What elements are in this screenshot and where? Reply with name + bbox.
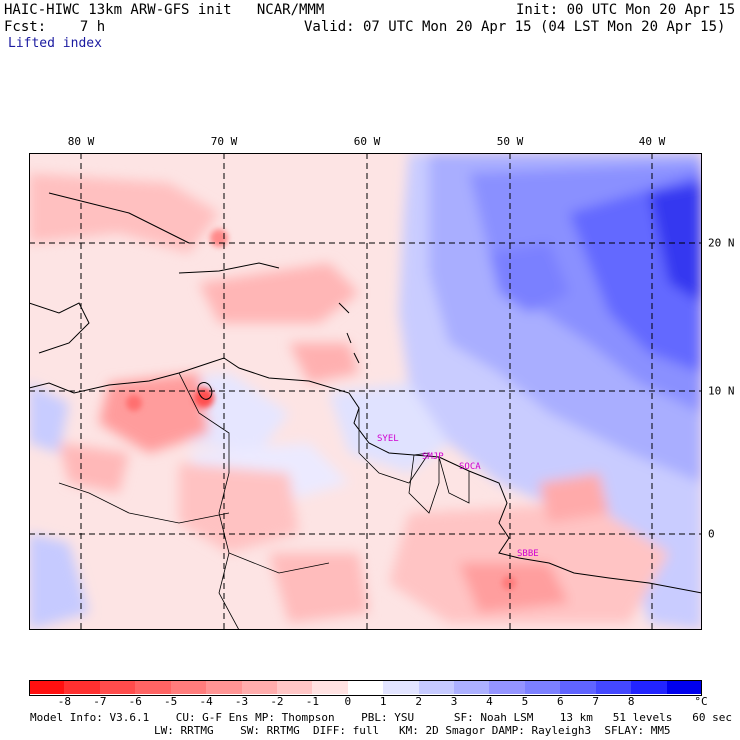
colorbar-tick-label: 4 bbox=[486, 695, 493, 708]
colorbar-tick-label: 0 bbox=[344, 695, 352, 708]
forecast-hour: Fcst: 7 h bbox=[4, 19, 106, 35]
station-label-syel: SYEL bbox=[377, 434, 399, 444]
colorbar-tick-label: -2 bbox=[270, 695, 284, 708]
colorbar-segment bbox=[170, 680, 207, 694]
model-info-line1: Model Info: V3.6.1 CU: G-F Ens MP: Thomp… bbox=[30, 711, 732, 724]
colorbar-tick-label: 1 bbox=[379, 695, 387, 708]
lat-label-10n: 10 N bbox=[708, 384, 735, 398]
colorbar-segment bbox=[206, 680, 242, 694]
colorbar-segment bbox=[312, 680, 349, 694]
colorbar-tick-label: -6 bbox=[128, 695, 142, 708]
colorbar-segment bbox=[631, 680, 668, 694]
lon-label-50w: 50 W bbox=[496, 135, 524, 148]
valid-time: Valid: 07 UTC Mon 20 Apr 15 (04 LST Mon … bbox=[304, 19, 726, 35]
colorbar-tick-label: -3 bbox=[234, 695, 249, 708]
colorbar-unit: °C bbox=[694, 695, 708, 708]
colorbar-segment bbox=[276, 680, 313, 694]
colorbar-frame bbox=[29, 680, 702, 696]
colorbar-tick-label: -8 bbox=[57, 695, 72, 708]
colorbar-segment bbox=[64, 680, 101, 694]
colorbar-tick-label: -1 bbox=[305, 695, 319, 708]
station-label-sbbe: SBBE bbox=[517, 549, 539, 559]
colorbar-segment bbox=[29, 680, 65, 694]
colorbar-segment bbox=[418, 680, 455, 694]
colorbar-tick-label: -4 bbox=[199, 695, 213, 708]
station-label-smjp: SMJP bbox=[422, 452, 444, 462]
colorbar-segment bbox=[347, 680, 384, 694]
lon-label-70w: 70 W bbox=[210, 135, 238, 148]
field-name: Lifted index bbox=[8, 36, 102, 51]
map-frame bbox=[29, 153, 702, 630]
colorbar-tick-label: -5 bbox=[164, 695, 178, 708]
colorbar-tick-label: 8 bbox=[627, 695, 635, 708]
colorbar-segment bbox=[524, 680, 561, 694]
lon-label-40w: 40 W bbox=[638, 135, 666, 148]
station-label-soca: SOCA bbox=[459, 462, 481, 472]
colorbar-segment bbox=[383, 680, 420, 694]
lon-label-80w: 80 W bbox=[67, 135, 95, 148]
colorbar-segment bbox=[560, 680, 597, 694]
colorbar-segment bbox=[454, 680, 490, 694]
colorbar-tick-label: 3 bbox=[450, 695, 458, 708]
lat-label-20n: 20 N bbox=[708, 236, 735, 250]
colorbar-segment bbox=[135, 680, 172, 694]
lifted-index-map: SYEL SMJP SOCA SBBE bbox=[29, 153, 702, 630]
colorbar-tick-label: 6 bbox=[557, 695, 564, 708]
model-info-line2: LW: RRTMG SW: RRTMG DIFF: full KM: 2D Sm… bbox=[154, 724, 671, 737]
lon-label-60w: 60 W bbox=[353, 135, 381, 148]
colorbar-tick-label: 2 bbox=[415, 695, 422, 708]
colorbar-segment bbox=[595, 680, 632, 694]
colorbar-segment bbox=[666, 680, 703, 694]
colorbar-segment bbox=[99, 680, 136, 694]
colorbar-tick-label: -7 bbox=[93, 695, 107, 708]
init-time: Init: 00 UTC Mon 20 Apr 15 bbox=[516, 2, 736, 18]
colorbar-tick-label: 7 bbox=[592, 695, 600, 708]
colorbar-segment bbox=[489, 680, 526, 694]
lat-label-0: 0 bbox=[708, 527, 715, 541]
model-title: HAIC-HIWC 13km ARW-GFS init NCAR/MMM bbox=[4, 2, 325, 18]
lat-lon-grid bbox=[29, 153, 702, 630]
colorbar-tick-label: 5 bbox=[521, 695, 529, 708]
colorbar-segment bbox=[241, 680, 278, 694]
